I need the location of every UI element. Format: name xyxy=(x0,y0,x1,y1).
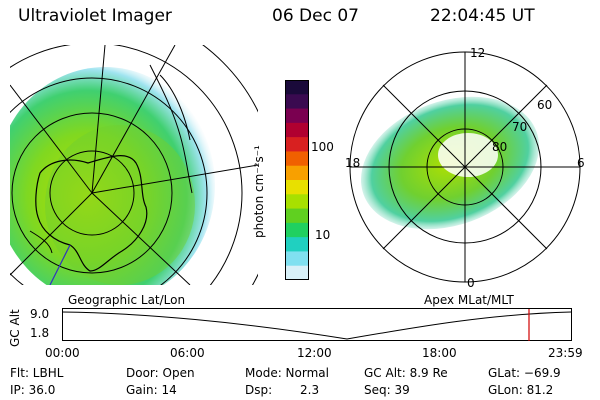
time-label: 22:04:45 UT xyxy=(430,6,535,26)
glon-info: GLon: 81.2 xyxy=(488,383,554,397)
colorbar-segment xyxy=(285,80,309,95)
altitude-xtick-2359: 23:59 xyxy=(548,346,583,360)
door-info: Door: Open xyxy=(126,366,195,380)
colorbar-segment xyxy=(285,194,309,210)
date-label: 06 Dec 07 xyxy=(272,6,359,26)
dsp-label: Dsp: xyxy=(245,383,273,397)
mlt-label-12: 12 xyxy=(470,46,486,60)
geographic-map xyxy=(10,45,258,285)
altitude-xtick-0600: 06:00 xyxy=(170,346,205,360)
coastline xyxy=(35,155,148,272)
altitude-xtick-0000: 00:00 xyxy=(45,346,80,360)
magnetic-polar-map xyxy=(349,51,581,283)
altitude-ytick-max: 9.0 xyxy=(30,307,50,321)
colorbar-segment xyxy=(285,265,309,280)
altitude-ylabel: GC Alt xyxy=(8,309,22,347)
apex-label: Apex MLat/MLT xyxy=(424,293,514,307)
altitude-xtick-1200: 12:00 xyxy=(297,346,332,360)
mlt-label-18: 18 xyxy=(345,156,361,170)
colorbar-segment xyxy=(285,122,309,138)
colorbar-unit-label: photon cm⁻²s⁻¹ xyxy=(252,145,266,238)
altitude-plot xyxy=(62,308,572,341)
colorbar-tick-10: 10 xyxy=(315,228,331,242)
colorbar-segment xyxy=(285,94,309,110)
lat-label-60: 60 xyxy=(537,98,553,112)
colorbar-segment xyxy=(285,108,309,124)
ip-info: IP: 36.0 xyxy=(10,383,56,397)
dsp-value: 2.3 xyxy=(300,383,320,397)
colorbar-segment xyxy=(285,251,309,267)
colorbar-segment xyxy=(285,137,309,152)
colorbar-tick-100: 100 xyxy=(311,140,334,154)
colorbar-segment xyxy=(285,151,309,167)
instrument-title: Ultraviolet Imager xyxy=(18,6,172,26)
mlt-label-6: 6 xyxy=(577,156,585,170)
altitude-curve xyxy=(62,311,572,340)
color-bar xyxy=(285,80,309,280)
lat-label-80: 80 xyxy=(492,140,508,154)
filter-info: Flt: LBHL xyxy=(10,366,64,380)
mlt-label-0: 0 xyxy=(467,276,475,290)
colorbar-segment xyxy=(285,222,309,238)
seq-info: Seq: 39 xyxy=(364,383,410,397)
altitude-xtick-1800: 18:00 xyxy=(422,346,457,360)
altitude-ytick-min: 1.8 xyxy=(30,326,50,340)
gc-alt-info: GC Alt: 8.9 Re xyxy=(364,366,448,380)
gain-info: Gain: 14 xyxy=(126,383,177,397)
geographic-label: Geographic Lat/Lon xyxy=(68,293,186,307)
colorbar-segment xyxy=(285,237,309,252)
glat-info: GLat: −69.9 xyxy=(488,366,561,380)
lat-label-70: 70 xyxy=(512,120,528,134)
colorbar-segment xyxy=(285,165,309,181)
mode-info: Mode: Normal xyxy=(245,366,329,380)
colorbar-segment xyxy=(285,208,309,224)
colorbar-segment xyxy=(285,180,309,195)
